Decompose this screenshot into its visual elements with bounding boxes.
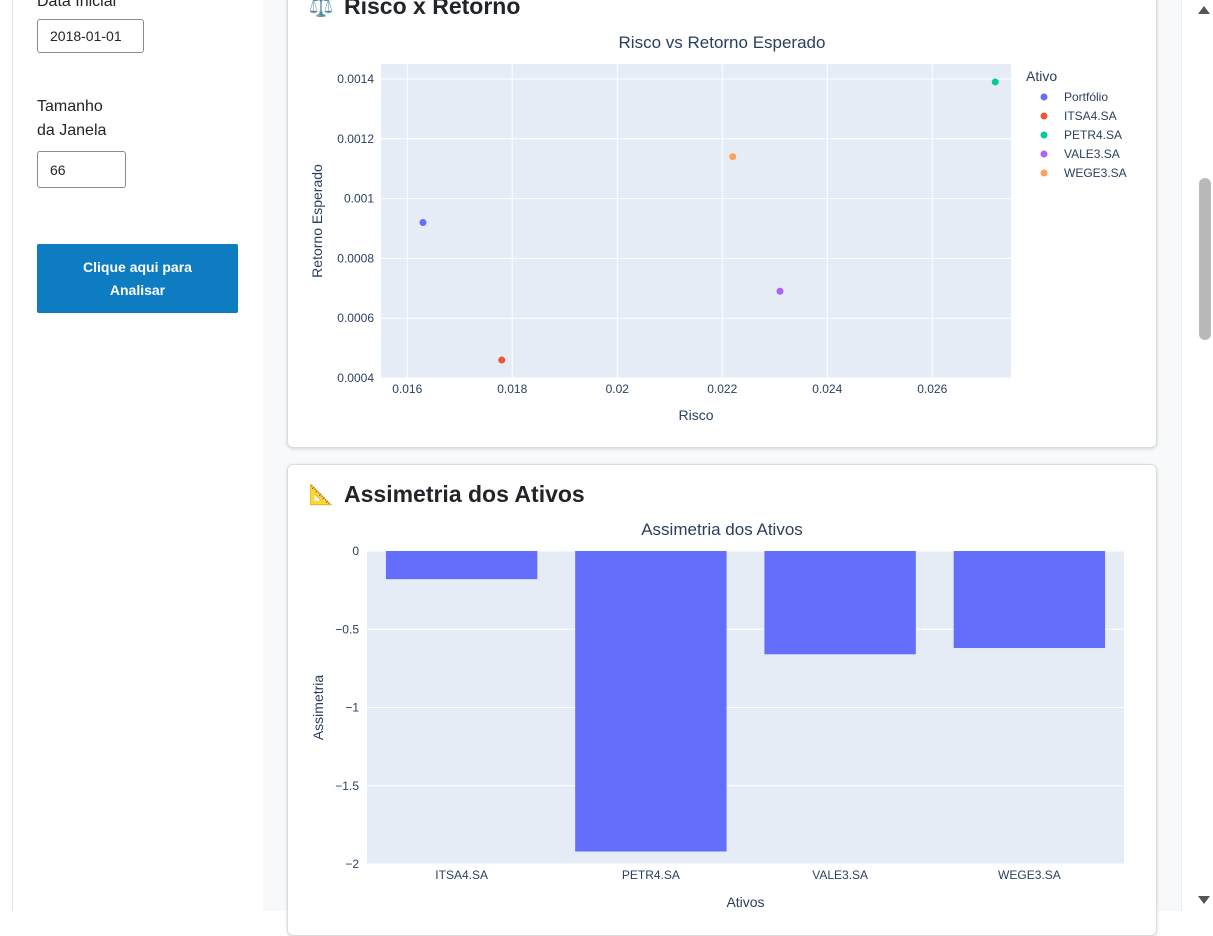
scatter-x-tick-label: 0.018 xyxy=(497,382,527,396)
scatter-point xyxy=(991,78,999,86)
scatter-legend-label: WEGE3.SA xyxy=(1064,166,1127,180)
start-date-label: Data Inicial xyxy=(37,0,117,10)
risk-return-title-text: Risco x Retorno xyxy=(344,0,521,19)
scatter-x-tick-label: 0.024 xyxy=(812,382,842,396)
scatter-legend-marker xyxy=(1040,131,1048,139)
main-content: ⚖️ Risco x Retorno 0.016 0.018 0.02 0.022 0.… xyxy=(263,0,1181,936)
scatter-legend-marker xyxy=(1040,150,1048,158)
scroll-up-arrow-icon[interactable] xyxy=(1198,6,1210,14)
scatter-x-tick-label: 0.026 xyxy=(917,382,947,396)
scatter-y-tick-label: 0.0006 xyxy=(337,311,374,325)
scatter-legend-title: Ativo xyxy=(1026,68,1057,84)
skewness-bar-chart[interactable]: 0 −0.5 −1 −1.5 −2 ITSA4.SA PETR4.SA VALE3.SA WEG… xyxy=(288,465,1156,935)
bar-chart-title: Assimetria dos Ativos xyxy=(641,520,803,539)
scatter-legend-marker xyxy=(1040,169,1048,177)
scatter-legend-label: PETR4.SA xyxy=(1064,128,1122,142)
balance-scale-icon: ⚖️ xyxy=(308,0,334,18)
scatter-x-tick-label: 0.016 xyxy=(392,382,422,396)
risk-return-card: ⚖️ Risco x Retorno 0.016 0.018 0.02 0.022 0.… xyxy=(287,0,1157,448)
scatter-y-tick-label: 0.0014 xyxy=(337,72,374,86)
vertical-scrollbar[interactable] xyxy=(1181,0,1213,911)
bar-y-tick-label: −2 xyxy=(345,857,359,871)
bar-y-axis-label: Assimetria xyxy=(310,675,326,741)
window-size-input[interactable] xyxy=(37,151,126,188)
skewness-bar xyxy=(764,551,916,655)
bar-x-tick-label: ITSA4.SA xyxy=(435,868,488,882)
skewness-bar xyxy=(575,551,727,852)
bar-y-tick-label: −1 xyxy=(345,701,359,715)
skewness-bar xyxy=(385,551,538,580)
bar-x-tick-label: WEGE3.SA xyxy=(998,868,1061,882)
scatter-x-tick-label: 0.022 xyxy=(707,382,737,396)
bar-y-tick-label: −0.5 xyxy=(335,622,359,636)
scrollbar-thumb[interactable] xyxy=(1199,178,1211,340)
scatter-y-tick-label: 0.0004 xyxy=(337,371,374,385)
start-date-input[interactable] xyxy=(37,19,144,53)
scatter-x-tick-label: 0.02 xyxy=(606,382,630,396)
scatter-y-tick-label: 0.0008 xyxy=(337,251,374,265)
scatter-x-axis-label: Risco xyxy=(678,407,713,423)
skewness-bar xyxy=(953,551,1106,649)
sidebar: Data Inicial Tamanho da Janela Clique aq… xyxy=(12,0,264,911)
scroll-down-arrow-icon[interactable] xyxy=(1198,896,1210,904)
bar-x-axis-label: Ativos xyxy=(726,894,764,910)
scatter-point xyxy=(729,153,737,161)
scatter-point xyxy=(419,218,427,226)
scatter-y-tick-label: 0.0012 xyxy=(337,132,374,146)
scatter-y-tick-label: 0.001 xyxy=(344,192,374,206)
window-size-label: Tamanho da Janela xyxy=(37,95,106,143)
scatter-plot-area xyxy=(381,64,1011,378)
scatter-legend-label: VALE3.SA xyxy=(1064,147,1120,161)
skewness-title-text: Assimetria dos Ativos xyxy=(344,481,585,507)
scatter-legend-marker xyxy=(1040,93,1048,101)
risk-return-card-title: ⚖️ Risco x Retorno xyxy=(308,0,521,20)
bar-y-tick-label: −1.5 xyxy=(335,779,359,793)
skewness-card-title: 📐 Assimetria dos Ativos xyxy=(308,481,585,508)
scatter-chart-title: Risco vs Retorno Esperado xyxy=(619,33,826,52)
bar-x-tick-label: VALE3.SA xyxy=(812,868,868,882)
skewness-card: 📐 Assimetria dos Ativos 0 −0.5 −1 −1.5 −2 ITS… xyxy=(287,464,1157,936)
scatter-y-axis-label: Retorno Esperado xyxy=(309,164,325,278)
window-size-label-line2: da Janela xyxy=(37,122,107,139)
scatter-legend-marker xyxy=(1040,112,1048,120)
analyze-button[interactable]: Clique aqui para Analisar xyxy=(37,244,238,313)
risk-return-scatter-chart[interactable]: 0.016 0.018 0.02 0.022 0.024 0.026 0.0004 0.000… xyxy=(288,0,1156,447)
window-size-label-line1: Tamanho xyxy=(37,98,103,115)
scatter-point xyxy=(776,287,784,295)
scatter-legend-label: ITSA4.SA xyxy=(1064,109,1117,123)
bar-x-tick-label: PETR4.SA xyxy=(622,868,680,882)
bar-y-tick-label: 0 xyxy=(352,544,359,558)
scatter-legend-label: Portfólio xyxy=(1064,90,1108,104)
scatter-point xyxy=(498,356,506,364)
triangular-ruler-icon: 📐 xyxy=(308,484,334,506)
